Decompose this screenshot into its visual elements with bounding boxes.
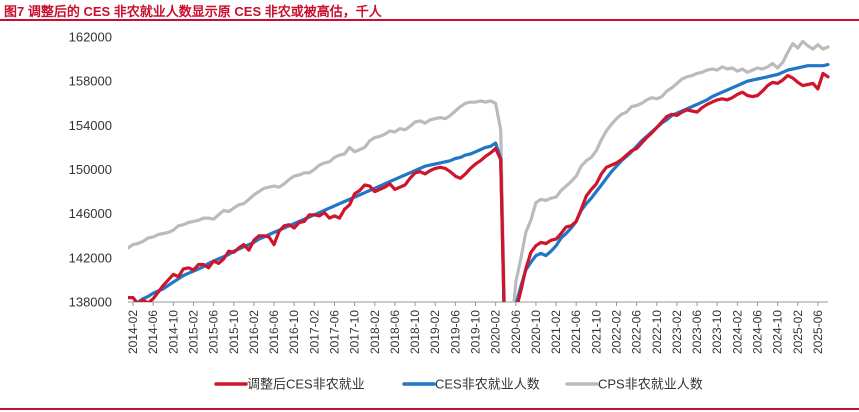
series-layer: [128, 39, 830, 302]
x-tick-label: 2019-10: [468, 310, 482, 354]
y-tick-label: 142000: [69, 250, 112, 265]
x-tick-label: 2023-02: [670, 310, 684, 354]
y-tick-label: 150000: [69, 162, 112, 177]
x-tick-label: 2016-02: [247, 310, 261, 354]
x-tick-label: 2017-02: [307, 310, 321, 354]
legend-label: 调整后CES非农就业: [247, 377, 365, 392]
x-tick-label: 2021-06: [569, 310, 583, 354]
x-tick-label: 2018-10: [408, 310, 422, 354]
x-tick-label: 2014-10: [166, 310, 180, 354]
y-tick-label: 154000: [69, 118, 112, 133]
x-tick-label: 2017-06: [327, 310, 341, 354]
x-tick-label: 2024-06: [750, 310, 764, 354]
y-tick-label: 138000: [69, 295, 112, 310]
x-axis: 2014-02 2014-06 2014-10 2015-02 2015-06 2015-…: [126, 301, 828, 354]
x-tick-label: 2025-02: [791, 310, 805, 354]
x-tick-label: 2020-02: [489, 310, 503, 354]
x-tick-label: 2019-02: [428, 310, 442, 354]
x-tick-label: 2021-02: [549, 310, 563, 354]
title-divider: [0, 19, 859, 21]
series-line-2: [128, 39, 830, 302]
footer-divider: [0, 408, 859, 410]
x-tick-label: 2017-10: [348, 310, 362, 354]
x-tick-label: 2015-06: [207, 310, 221, 354]
y-tick-label: 162000: [69, 30, 112, 45]
y-axis: 138000 142000 146000 150000 154000 158000 1620…: [69, 30, 112, 310]
series-line-0: [128, 71, 830, 302]
x-tick-label: 2024-10: [771, 310, 785, 354]
x-tick-label: 2015-02: [186, 310, 200, 354]
y-tick-label: 158000: [69, 74, 112, 89]
x-tick-label: 2024-02: [730, 310, 744, 354]
legend-label: CPS非农就业人数: [598, 377, 703, 392]
chart-title: 图7 调整后的 CES 非农就业人数显示原 CES 非农或被高估，千人: [4, 4, 382, 19]
legend-label: CES非农就业人数: [435, 377, 540, 392]
y-tick-label: 146000: [69, 206, 112, 221]
x-tick-label: 2015-10: [227, 310, 241, 354]
x-tick-label: 2018-02: [368, 310, 382, 354]
x-tick-label: 2020-06: [509, 310, 523, 354]
x-tick-label: 2016-06: [267, 310, 281, 354]
legend: 调整后CES非农就业 CES非农就业人数 CPS非农就业人数: [214, 377, 703, 392]
x-tick-label: 2018-06: [388, 310, 402, 354]
x-tick-label: 2023-10: [710, 310, 724, 354]
x-tick-label: 2023-06: [690, 310, 704, 354]
x-tick-label: 2014-06: [146, 310, 160, 354]
x-tick-label: 2014-02: [126, 310, 140, 354]
x-tick-label: 2019-06: [448, 310, 462, 354]
x-tick-label: 2022-06: [630, 310, 644, 354]
x-tick-label: 2022-02: [609, 310, 623, 354]
x-tick-label: 2022-10: [650, 310, 664, 354]
x-tick-label: 2021-10: [589, 310, 603, 354]
x-tick-label: 2020-10: [529, 310, 543, 354]
x-tick-label: 2025-06: [811, 310, 825, 354]
x-tick-label: 2016-10: [287, 310, 301, 354]
